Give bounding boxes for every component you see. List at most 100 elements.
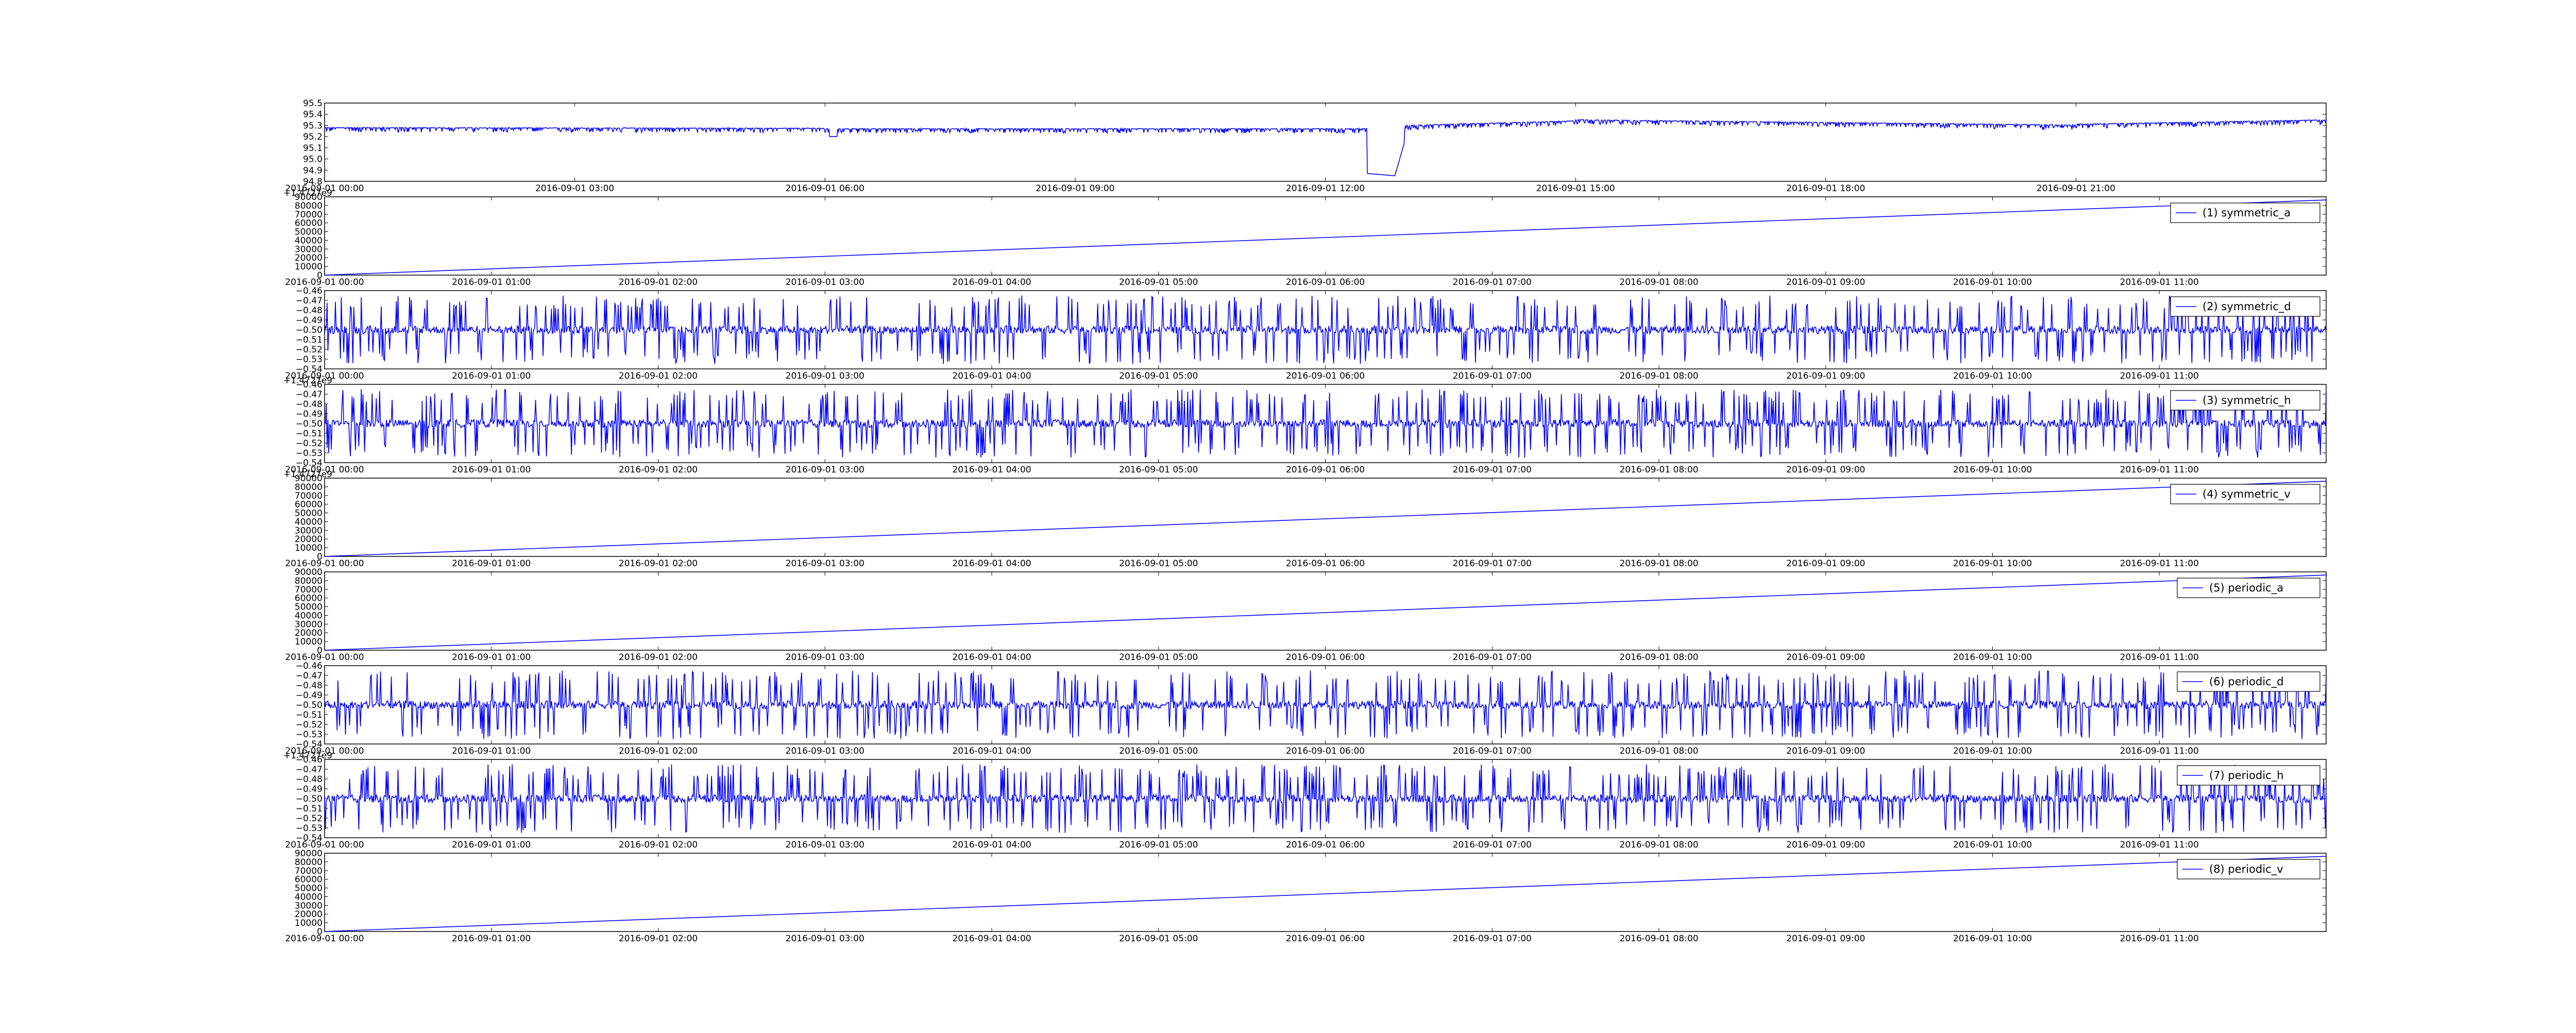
axes-frame-1 [324, 196, 2327, 276]
x-tick-label-0-2: 2016-09-01 06:00 [786, 183, 865, 194]
y-tick-label-2-2: −0.52 [296, 345, 323, 355]
y-tick-label-6-1: −0.53 [296, 730, 323, 740]
x-tick-label-7-1: 2016-09-01 01:00 [452, 840, 531, 850]
y-tick-label-0-2: 95.0 [303, 155, 323, 165]
y-tick-label-6-7: −0.47 [296, 671, 323, 681]
y-tick-label-6-2: −0.52 [296, 720, 323, 730]
offset-label-4: +1.4727e9 [283, 469, 332, 480]
series-line-5 [324, 574, 2327, 651]
x-tick-label-2-6: 2016-09-01 06:00 [1286, 371, 1365, 381]
y-tick-label-5-9: 90000 [295, 567, 323, 578]
x-tick-label-4-6: 2016-09-01 06:00 [1286, 558, 1365, 569]
x-tick-label-5-6: 2016-09-01 06:00 [1286, 652, 1365, 663]
y-tick-label-3-7: −0.47 [296, 390, 323, 400]
y-tick-label-2-3: −0.51 [296, 335, 323, 345]
x-tick-label-1-2: 2016-09-01 02:00 [619, 277, 698, 287]
x-tick-label-5-2: 2016-09-01 02:00 [619, 652, 698, 663]
y-tick-label-3-4: −0.50 [296, 419, 323, 429]
x-tick-label-8-2: 2016-09-01 02:00 [619, 934, 698, 944]
x-tick-label-3-2: 2016-09-01 02:00 [619, 465, 698, 475]
x-tick-label-5-9: 2016-09-01 09:00 [1786, 652, 1865, 663]
y-tick-label-4-1: 10000 [295, 543, 323, 553]
y-tick-label-5-0: 0 [317, 646, 323, 656]
y-tick-label-6-5: −0.49 [296, 690, 323, 701]
series-line-2 [324, 295, 2327, 364]
x-tick-label-7-10: 2016-09-01 10:00 [1953, 840, 2032, 850]
y-tick-label-0-1: 94.9 [303, 165, 323, 176]
x-tick-label-1-7: 2016-09-01 07:00 [1453, 277, 1532, 287]
y-tick-label-4-8: 80000 [295, 482, 323, 493]
y-tick-label-7-2: −0.52 [296, 814, 323, 824]
x-tick-label-2-8: 2016-09-01 08:00 [1619, 371, 1698, 381]
y-tick-label-8-2: 20000 [295, 909, 323, 920]
y-tick-label-5-6: 60000 [295, 594, 323, 604]
y-tick-label-5-2: 20000 [295, 628, 323, 638]
y-tick-label-8-7: 70000 [295, 866, 323, 876]
x-tick-label-6-2: 2016-09-01 02:00 [619, 746, 698, 756]
x-tick-label-2-3: 2016-09-01 03:00 [786, 371, 865, 381]
x-tick-label-2-10: 2016-09-01 10:00 [1953, 371, 2032, 381]
x-tick-label-4-3: 2016-09-01 03:00 [786, 558, 865, 569]
x-tick-label-1-1: 2016-09-01 01:00 [452, 277, 531, 287]
x-tick-label-0-5: 2016-09-01 15:00 [1536, 183, 1615, 194]
y-tick-label-8-8: 80000 [295, 857, 323, 868]
x-tick-label-7-7: 2016-09-01 07:00 [1453, 840, 1532, 850]
y-tick-label-4-7: 70000 [295, 491, 323, 501]
x-tick-label-1-9: 2016-09-01 09:00 [1786, 277, 1865, 287]
x-tick-label-8-4: 2016-09-01 04:00 [952, 934, 1031, 944]
x-tick-label-6-10: 2016-09-01 10:00 [1953, 746, 2032, 756]
y-tick-label-7-1: −0.53 [296, 823, 323, 834]
x-tick-label-5-5: 2016-09-01 05:00 [1119, 652, 1198, 663]
y-tick-label-4-6: 60000 [295, 500, 323, 510]
series-line-4 [324, 481, 2327, 557]
y-tick-label-1-1: 10000 [295, 262, 323, 272]
x-tick-label-6-11: 2016-09-01 11:00 [2120, 746, 2199, 756]
x-tick-label-7-3: 2016-09-01 03:00 [786, 840, 865, 850]
y-tick-label-6-3: −0.51 [296, 710, 323, 720]
x-tick-label-4-8: 2016-09-01 08:00 [1619, 558, 1698, 569]
x-tick-label-7-9: 2016-09-01 09:00 [1786, 840, 1865, 850]
x-tick-label-0-0: 2016-09-01 00:00 [285, 183, 364, 194]
x-tick-label-6-1: 2016-09-01 01:00 [452, 746, 531, 756]
y-tick-label-8-0: 0 [317, 927, 323, 937]
x-tick-label-6-0: 2016-09-01 00:00 [285, 746, 364, 756]
y-tick-label-6-4: −0.50 [296, 700, 323, 710]
x-tick-label-5-3: 2016-09-01 03:00 [786, 652, 865, 663]
y-tick-label-1-3: 30000 [295, 244, 323, 255]
y-tick-label-0-3: 95.1 [303, 143, 323, 154]
y-tick-label-7-5: −0.49 [296, 784, 323, 794]
x-tick-label-4-0: 2016-09-01 00:00 [285, 558, 364, 569]
y-tick-label-2-6: −0.48 [296, 306, 323, 316]
y-tick-label-1-7: 70000 [295, 210, 323, 220]
x-tick-label-3-6: 2016-09-01 06:00 [1286, 465, 1365, 475]
x-tick-label-6-4: 2016-09-01 04:00 [952, 746, 1031, 756]
y-tick-label-8-1: 10000 [295, 918, 323, 928]
axes-frame-4 [324, 478, 2327, 557]
y-tick-label-6-6: −0.48 [296, 681, 323, 691]
x-tick-label-3-4: 2016-09-01 04:00 [952, 465, 1031, 475]
y-tick-label-7-7: −0.47 [296, 765, 323, 775]
y-tick-label-3-3: −0.51 [296, 429, 323, 439]
x-tick-label-8-6: 2016-09-01 06:00 [1286, 934, 1365, 944]
axes-frame-5 [324, 571, 2327, 651]
y-tick-label-4-5: 50000 [295, 509, 323, 519]
y-tick-label-4-3: 30000 [295, 526, 323, 536]
y-tick-label-7-4: −0.50 [296, 794, 323, 804]
x-tick-label-4-7: 2016-09-01 07:00 [1453, 558, 1532, 569]
y-tick-label-1-5: 50000 [295, 227, 323, 238]
y-tick-label-0-6: 95.4 [303, 110, 323, 120]
x-tick-label-2-7: 2016-09-01 07:00 [1453, 371, 1532, 381]
y-tick-label-5-4: 40000 [295, 611, 323, 621]
x-tick-label-5-7: 2016-09-01 07:00 [1453, 652, 1532, 663]
x-tick-label-1-8: 2016-09-01 08:00 [1619, 277, 1698, 287]
x-tick-label-7-6: 2016-09-01 06:00 [1286, 840, 1365, 850]
x-tick-label-7-5: 2016-09-01 05:00 [1119, 840, 1198, 850]
y-tick-label-0-7: 95.5 [303, 98, 323, 109]
x-tick-label-4-9: 2016-09-01 09:00 [1786, 558, 1865, 569]
series-line-6 [324, 670, 2327, 739]
x-tick-label-5-8: 2016-09-01 08:00 [1619, 652, 1698, 663]
y-tick-label-3-6: −0.48 [296, 399, 323, 410]
x-tick-label-1-5: 2016-09-01 05:00 [1119, 277, 1198, 287]
x-tick-label-8-10: 2016-09-01 10:00 [1953, 934, 2032, 944]
y-tick-label-4-0: 0 [317, 552, 323, 562]
